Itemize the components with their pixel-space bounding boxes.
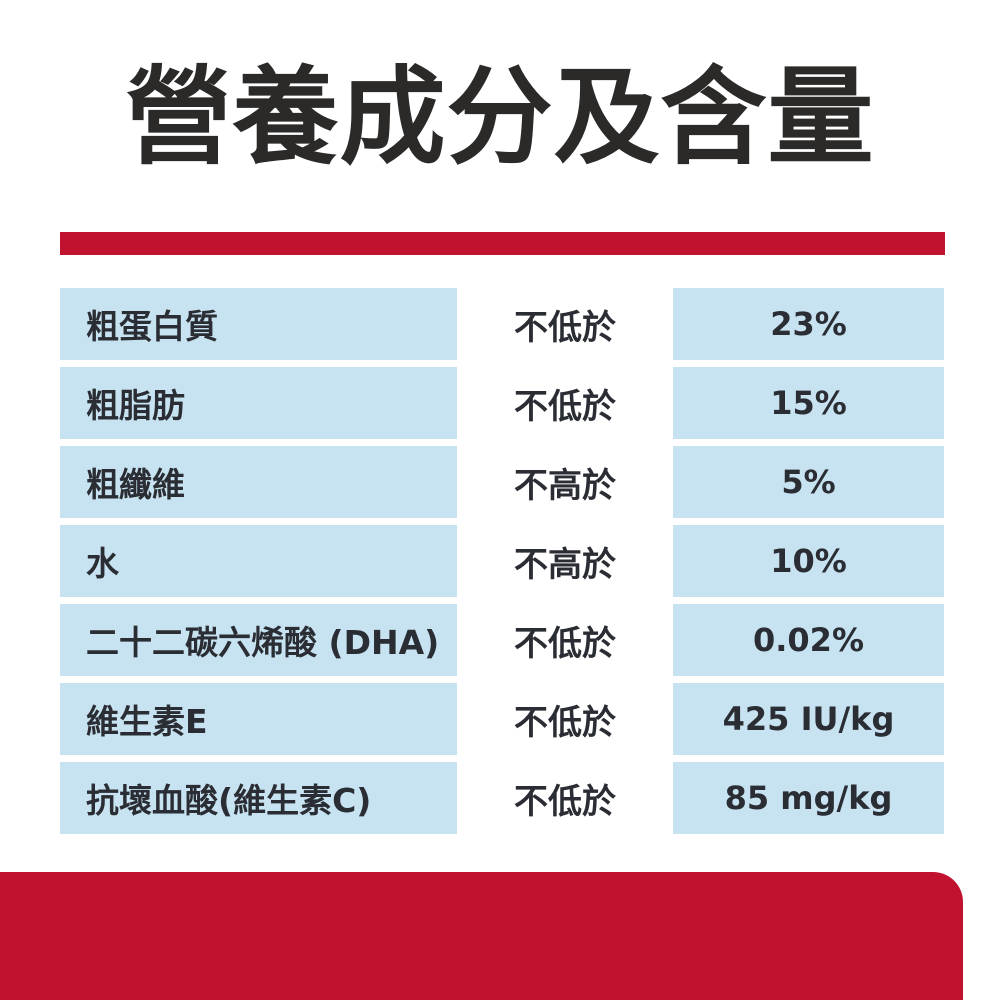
nutrient-name: 二十二碳六烯酸 (DHA)	[60, 604, 457, 676]
table-row: 粗脂肪 不低於 15%	[60, 367, 944, 439]
condition-label: 不低於	[514, 623, 616, 664]
red-divider-bar	[60, 232, 945, 255]
nutrient-value: 15%	[673, 367, 944, 439]
table-row: 粗蛋白質 不低於 23%	[60, 288, 944, 360]
condition-label: 不低於	[514, 781, 616, 822]
nutrient-name: 抗壞血酸(維生素C)	[60, 762, 457, 834]
nutrition-table: 粗蛋白質 不低於 23% 粗脂肪 不低於 15% 粗纖維 不高於 5% 水 不高…	[60, 288, 944, 834]
table-row: 二十二碳六烯酸 (DHA) 不低於 0.02%	[60, 604, 944, 676]
nutrient-name: 維生素E	[60, 683, 457, 755]
page-title: 營養成分及含量	[125, 56, 875, 179]
nutrient-value: 0.02%	[673, 604, 944, 676]
nutrient-name: 水	[60, 525, 457, 597]
nutrient-name: 粗蛋白質	[60, 288, 457, 360]
nutrient-value: 23%	[673, 288, 944, 360]
nutrient-value: 10%	[673, 525, 944, 597]
table-row: 粗纖維 不高於 5%	[60, 446, 944, 518]
condition-label: 不低於	[514, 386, 616, 427]
condition-label: 不高於	[514, 465, 616, 506]
nutrient-name: 粗纖維	[60, 446, 457, 518]
nutrient-value: 425 IU/kg	[673, 683, 944, 755]
table-row: 水 不高於 10%	[60, 525, 944, 597]
red-footer-band	[0, 872, 963, 1000]
condition-label: 不低於	[514, 307, 616, 348]
table-row: 維生素E 不低於 425 IU/kg	[60, 683, 944, 755]
nutrient-name: 粗脂肪	[60, 367, 457, 439]
nutrient-value: 85 mg/kg	[673, 762, 944, 834]
nutrient-value: 5%	[673, 446, 944, 518]
condition-label: 不低於	[514, 702, 616, 743]
condition-label: 不高於	[514, 544, 616, 585]
table-row: 抗壞血酸(維生素C) 不低於 85 mg/kg	[60, 762, 944, 834]
